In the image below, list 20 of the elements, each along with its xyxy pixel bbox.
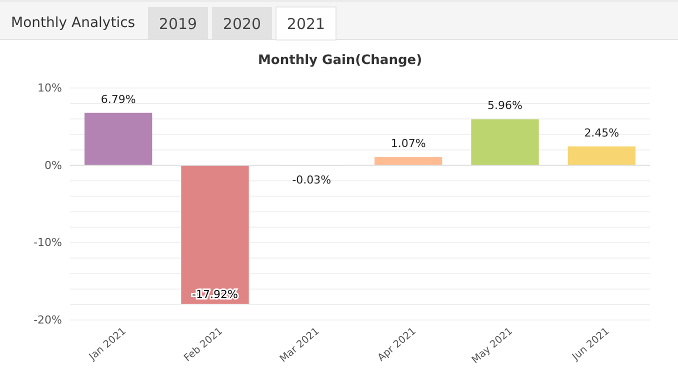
text: Monthly Analytics (11, 15, 136, 31)
data-label: -0.03% (292, 174, 332, 187)
data-label: 2.45% (584, 126, 620, 140)
bar (84, 112, 152, 166)
text: 2021 (286, 15, 326, 33)
y-tick-label: -10% (34, 236, 62, 250)
text: 2020 (222, 15, 262, 33)
bar (374, 157, 442, 166)
text: 2019 (158, 15, 198, 33)
bar (471, 119, 539, 166)
bar (181, 165, 249, 304)
data-label: 1.07% (390, 137, 426, 150)
y-tick-label: 10% (38, 82, 62, 95)
data-label: 6.79% (100, 92, 136, 106)
y-tick-label: 0% (44, 158, 62, 172)
data-label: 5.96% (488, 99, 522, 112)
bar (568, 146, 636, 166)
data-label: -17.92% (192, 288, 238, 301)
y-tick-label: -20% (34, 314, 62, 327)
chart-title: Monthly Gain(Change) (258, 53, 422, 68)
